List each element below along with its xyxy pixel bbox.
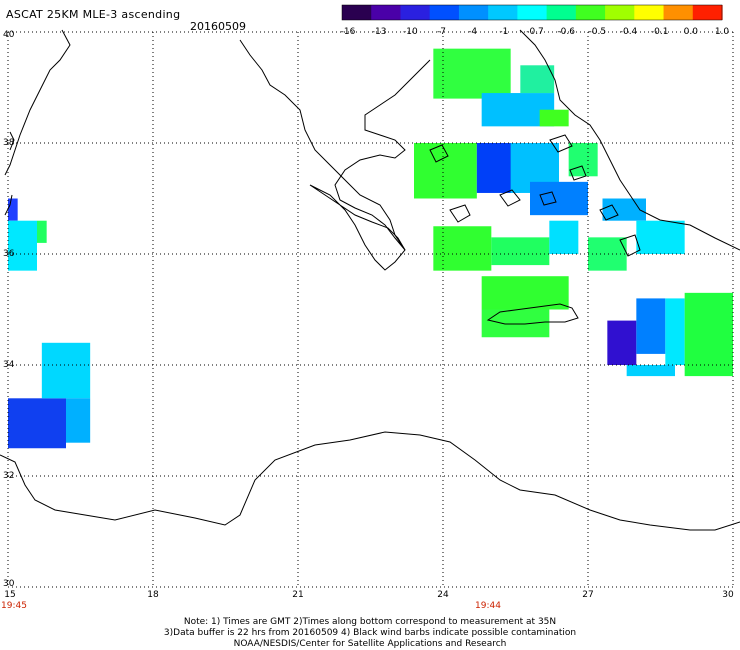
longitude-label: 24 [437, 590, 449, 600]
coastline-peloponnese [309, 184, 406, 271]
map-title: ASCAT 25KM MLE-3 ascending [6, 8, 181, 21]
colorbar-tick-label: -13 [371, 27, 387, 37]
data-patch [8, 398, 66, 449]
data-patch [491, 237, 550, 266]
colorbar-tick-label: -16 [340, 27, 356, 37]
colorbar-segment [575, 5, 606, 20]
longitude-label: 21 [292, 590, 304, 600]
footer-credit: NOAA/NESDIS/Center for Satellite Applica… [233, 639, 507, 649]
latitude-label: 34 [3, 360, 15, 370]
coastline-layer [0, 29, 740, 531]
map-date: 20160509 [190, 20, 246, 33]
colorbar-tick-label: -1 [499, 27, 509, 37]
footer-note-line1: Note: 1) Times are GMT 2)Times along bot… [183, 617, 557, 627]
colorbar-segment [634, 5, 665, 20]
longitude-label: 27 [582, 590, 594, 600]
colorbar-tick-label: -10 [402, 27, 418, 37]
coastline-turkey [519, 29, 740, 251]
longitude-label: 18 [147, 590, 159, 600]
colorbar-tick-label: -7 [437, 27, 446, 37]
coastline-islands [429, 134, 641, 257]
graticule [7, 31, 734, 588]
data-patch [37, 220, 47, 243]
data-patch [602, 198, 646, 221]
data-patch [433, 48, 511, 99]
data-patch [520, 65, 555, 94]
latitude-label: 32 [3, 471, 15, 481]
colorbar-tick-label: -0.4 [619, 27, 638, 37]
colorbar-segment [692, 5, 723, 20]
colorbar-tick-label: -0.7 [526, 27, 544, 37]
colorbar-segment [400, 5, 431, 20]
coastline-italy [4, 29, 71, 216]
data-patch [626, 365, 675, 377]
data-patch [8, 198, 18, 221]
data-patch [481, 276, 569, 310]
data-patch [66, 398, 91, 443]
colorbar-tick-label: -0.6 [557, 27, 575, 37]
colorbar-segment [517, 5, 548, 20]
colorbar-tick-label: -4 [468, 27, 478, 37]
data-patch [433, 226, 492, 271]
data-patch [539, 109, 569, 127]
latitude-label: 40 [3, 30, 15, 40]
data-patch [8, 220, 37, 271]
longitude-label: 30 [722, 590, 734, 600]
colorbar-segment [546, 5, 577, 20]
coastline-crete [486, 303, 579, 325]
colorbar-segment [488, 5, 518, 20]
footer-note-line2: 3)Data buffer is 22 hrs from 20160509 4)… [163, 628, 577, 638]
colorbar [341, 4, 723, 21]
colorbar-segment [458, 5, 489, 20]
latitude-label: 38 [3, 138, 15, 148]
data-patch [481, 309, 550, 338]
data-patch [568, 143, 598, 177]
colorbar-tick-label: -0.1 [650, 27, 669, 37]
colorbar-tick-label: -0.5 [588, 27, 607, 37]
colorbar-tick-label: 1.0 [714, 27, 730, 37]
data-patch-layer [8, 48, 733, 449]
latitude-label: 36 [3, 249, 15, 259]
latitude-label: 30 [3, 579, 15, 589]
data-patch [530, 181, 588, 216]
measurement-time-label: 19:45 [1, 601, 27, 611]
coastline-africa [0, 431, 740, 531]
colorbar-segment [371, 5, 402, 20]
coastline-greece [239, 39, 431, 251]
data-patch [636, 298, 666, 354]
colorbar-border [341, 4, 723, 21]
data-patch [41, 342, 91, 399]
data-patch [607, 320, 637, 365]
colorbar-segment [342, 5, 372, 20]
colorbar-segment [605, 5, 635, 20]
measurement-time-label: 19:44 [475, 601, 501, 611]
colorbar-tick-label: 0.0 [683, 27, 698, 37]
data-patch [549, 220, 579, 254]
data-patch [665, 298, 685, 365]
data-patch [684, 292, 733, 377]
data-patch [636, 220, 685, 254]
colorbar-segment [429, 5, 460, 20]
longitude-label: 15 [4, 590, 16, 600]
colorbar-segment [663, 5, 694, 20]
